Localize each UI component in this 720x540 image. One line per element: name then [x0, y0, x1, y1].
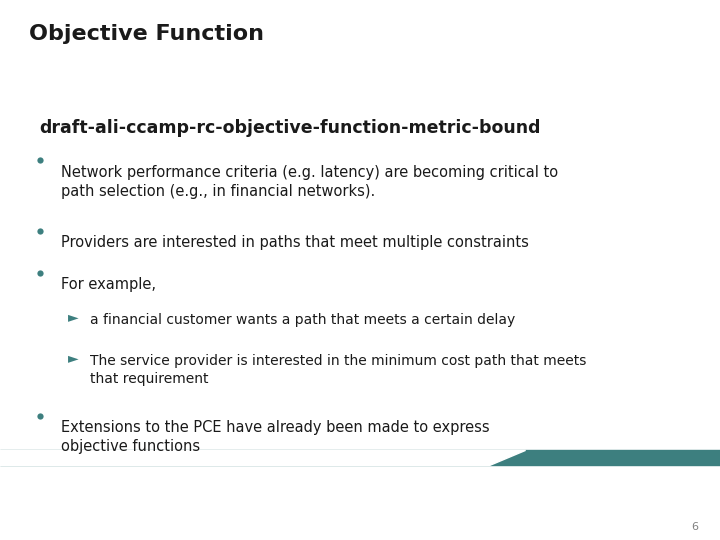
Text: Network performance criteria (e.g. latency) are becoming critical to
path select: Network performance criteria (e.g. laten… [61, 165, 558, 199]
Text: For example,: For example, [61, 277, 156, 292]
Text: Extensions to the PCE have already been made to express
objective functions: Extensions to the PCE have already been … [61, 420, 490, 454]
Text: a financial customer wants a path that meets a certain delay: a financial customer wants a path that m… [90, 313, 516, 327]
Text: Providers are interested in paths that meet multiple constraints: Providers are interested in paths that m… [61, 235, 529, 250]
Text: The service provider is interested in the minimum cost path that meets
that requ: The service provider is interested in th… [90, 354, 586, 386]
Text: 6: 6 [691, 522, 698, 532]
Text: Objective Function: Objective Function [29, 24, 264, 44]
Bar [0, 450, 720, 465]
Text: ►: ► [68, 351, 79, 365]
Text: ►: ► [68, 310, 79, 325]
Polygon shape [0, 450, 526, 465]
Text: draft-ali-ccamp-rc-objective-function-metric-bound: draft-ali-ccamp-rc-objective-function-me… [40, 119, 541, 137]
